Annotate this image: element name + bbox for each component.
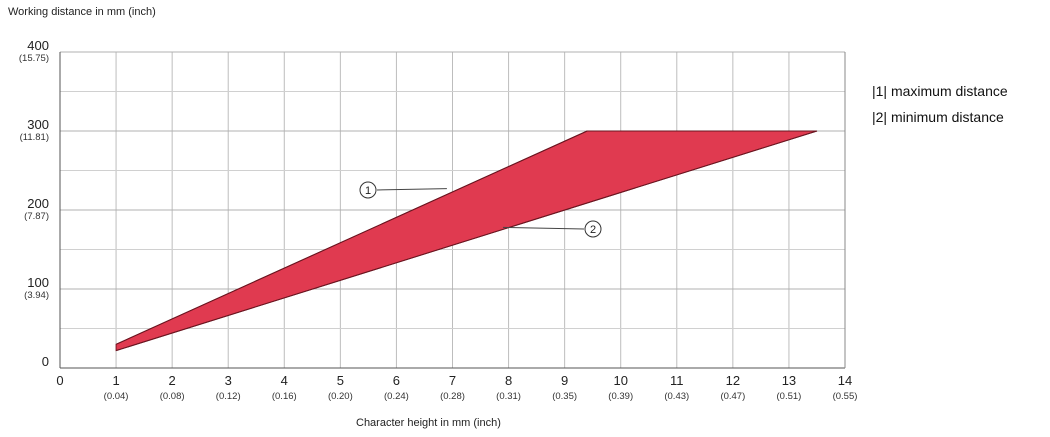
y-tick-label: 300 bbox=[27, 117, 49, 132]
y-tick-label: 400 bbox=[27, 38, 49, 53]
x-tick-sublabel: (0.43) bbox=[664, 391, 689, 402]
series-line-minimum-distance bbox=[115, 130, 818, 352]
x-tick-label: 4 bbox=[281, 373, 288, 388]
x-tick-label: 3 bbox=[225, 373, 232, 388]
x-tick-label: 10 bbox=[613, 373, 627, 388]
x-tick-label: 2 bbox=[169, 373, 176, 388]
callout-circle-2 bbox=[584, 220, 602, 238]
callout-label-1: 1 bbox=[365, 185, 371, 197]
y-tick-sublabel: (3.94) bbox=[24, 290, 49, 301]
y-tick-sublabel: (7.87) bbox=[24, 211, 49, 222]
x-tick-label: 1 bbox=[112, 373, 119, 388]
x-tick-label: 5 bbox=[337, 373, 344, 388]
x-tick-sublabel: (0.47) bbox=[720, 391, 745, 402]
x-tick-label: 9 bbox=[561, 373, 568, 388]
series-line-maximum-distance bbox=[115, 130, 817, 345]
y-tick-label: 0 bbox=[42, 354, 49, 369]
x-tick-sublabel: (0.51) bbox=[777, 391, 802, 402]
callout-leader-2 bbox=[502, 226, 585, 230]
x-tick-sublabel: (0.04) bbox=[104, 391, 129, 402]
x-tick-sublabel: (0.31) bbox=[496, 391, 521, 402]
x-tick-label: 6 bbox=[393, 373, 400, 388]
x-tick-sublabel: (0.24) bbox=[384, 391, 409, 402]
x-tick-sublabel: (0.55) bbox=[833, 391, 858, 402]
legend-item-minimum: |2| minimum distance bbox=[872, 109, 1004, 125]
x-tick-sublabel: (0.20) bbox=[328, 391, 353, 402]
y-tick-sublabel: (11.81) bbox=[20, 132, 49, 143]
callout-label-2: 2 bbox=[590, 224, 596, 236]
x-tick-sublabel: (0.39) bbox=[608, 391, 633, 402]
x-tick-sublabel: (0.08) bbox=[160, 391, 185, 402]
x-tick-label: 0 bbox=[56, 373, 63, 388]
x-tick-label: 11 bbox=[670, 373, 684, 388]
y-tick-sublabel: (15.75) bbox=[19, 53, 49, 64]
x-tick-label: 7 bbox=[449, 373, 456, 388]
y-tick-label: 200 bbox=[27, 196, 49, 211]
x-tick-label: 14 bbox=[838, 373, 852, 388]
callout-circle-1 bbox=[359, 181, 377, 199]
x-tick-label: 8 bbox=[505, 373, 512, 388]
x-tick-label: 13 bbox=[782, 373, 796, 388]
x-tick-sublabel: (0.35) bbox=[552, 391, 577, 402]
y-axis-title: Working distance in mm (inch) bbox=[8, 6, 156, 18]
y-tick-label: 100 bbox=[27, 275, 49, 290]
x-tick-sublabel: (0.12) bbox=[216, 391, 241, 402]
callout-leader-1 bbox=[376, 188, 447, 191]
x-tick-sublabel: (0.28) bbox=[440, 391, 465, 402]
x-tick-sublabel: (0.16) bbox=[272, 391, 297, 402]
x-tick-label: 12 bbox=[726, 373, 740, 388]
legend-item-maximum: |1| maximum distance bbox=[872, 83, 1008, 99]
x-axis-title: Character height in mm (inch) bbox=[356, 417, 501, 429]
legend: |1| maximum distance |2| minimum distanc… bbox=[872, 78, 1008, 130]
